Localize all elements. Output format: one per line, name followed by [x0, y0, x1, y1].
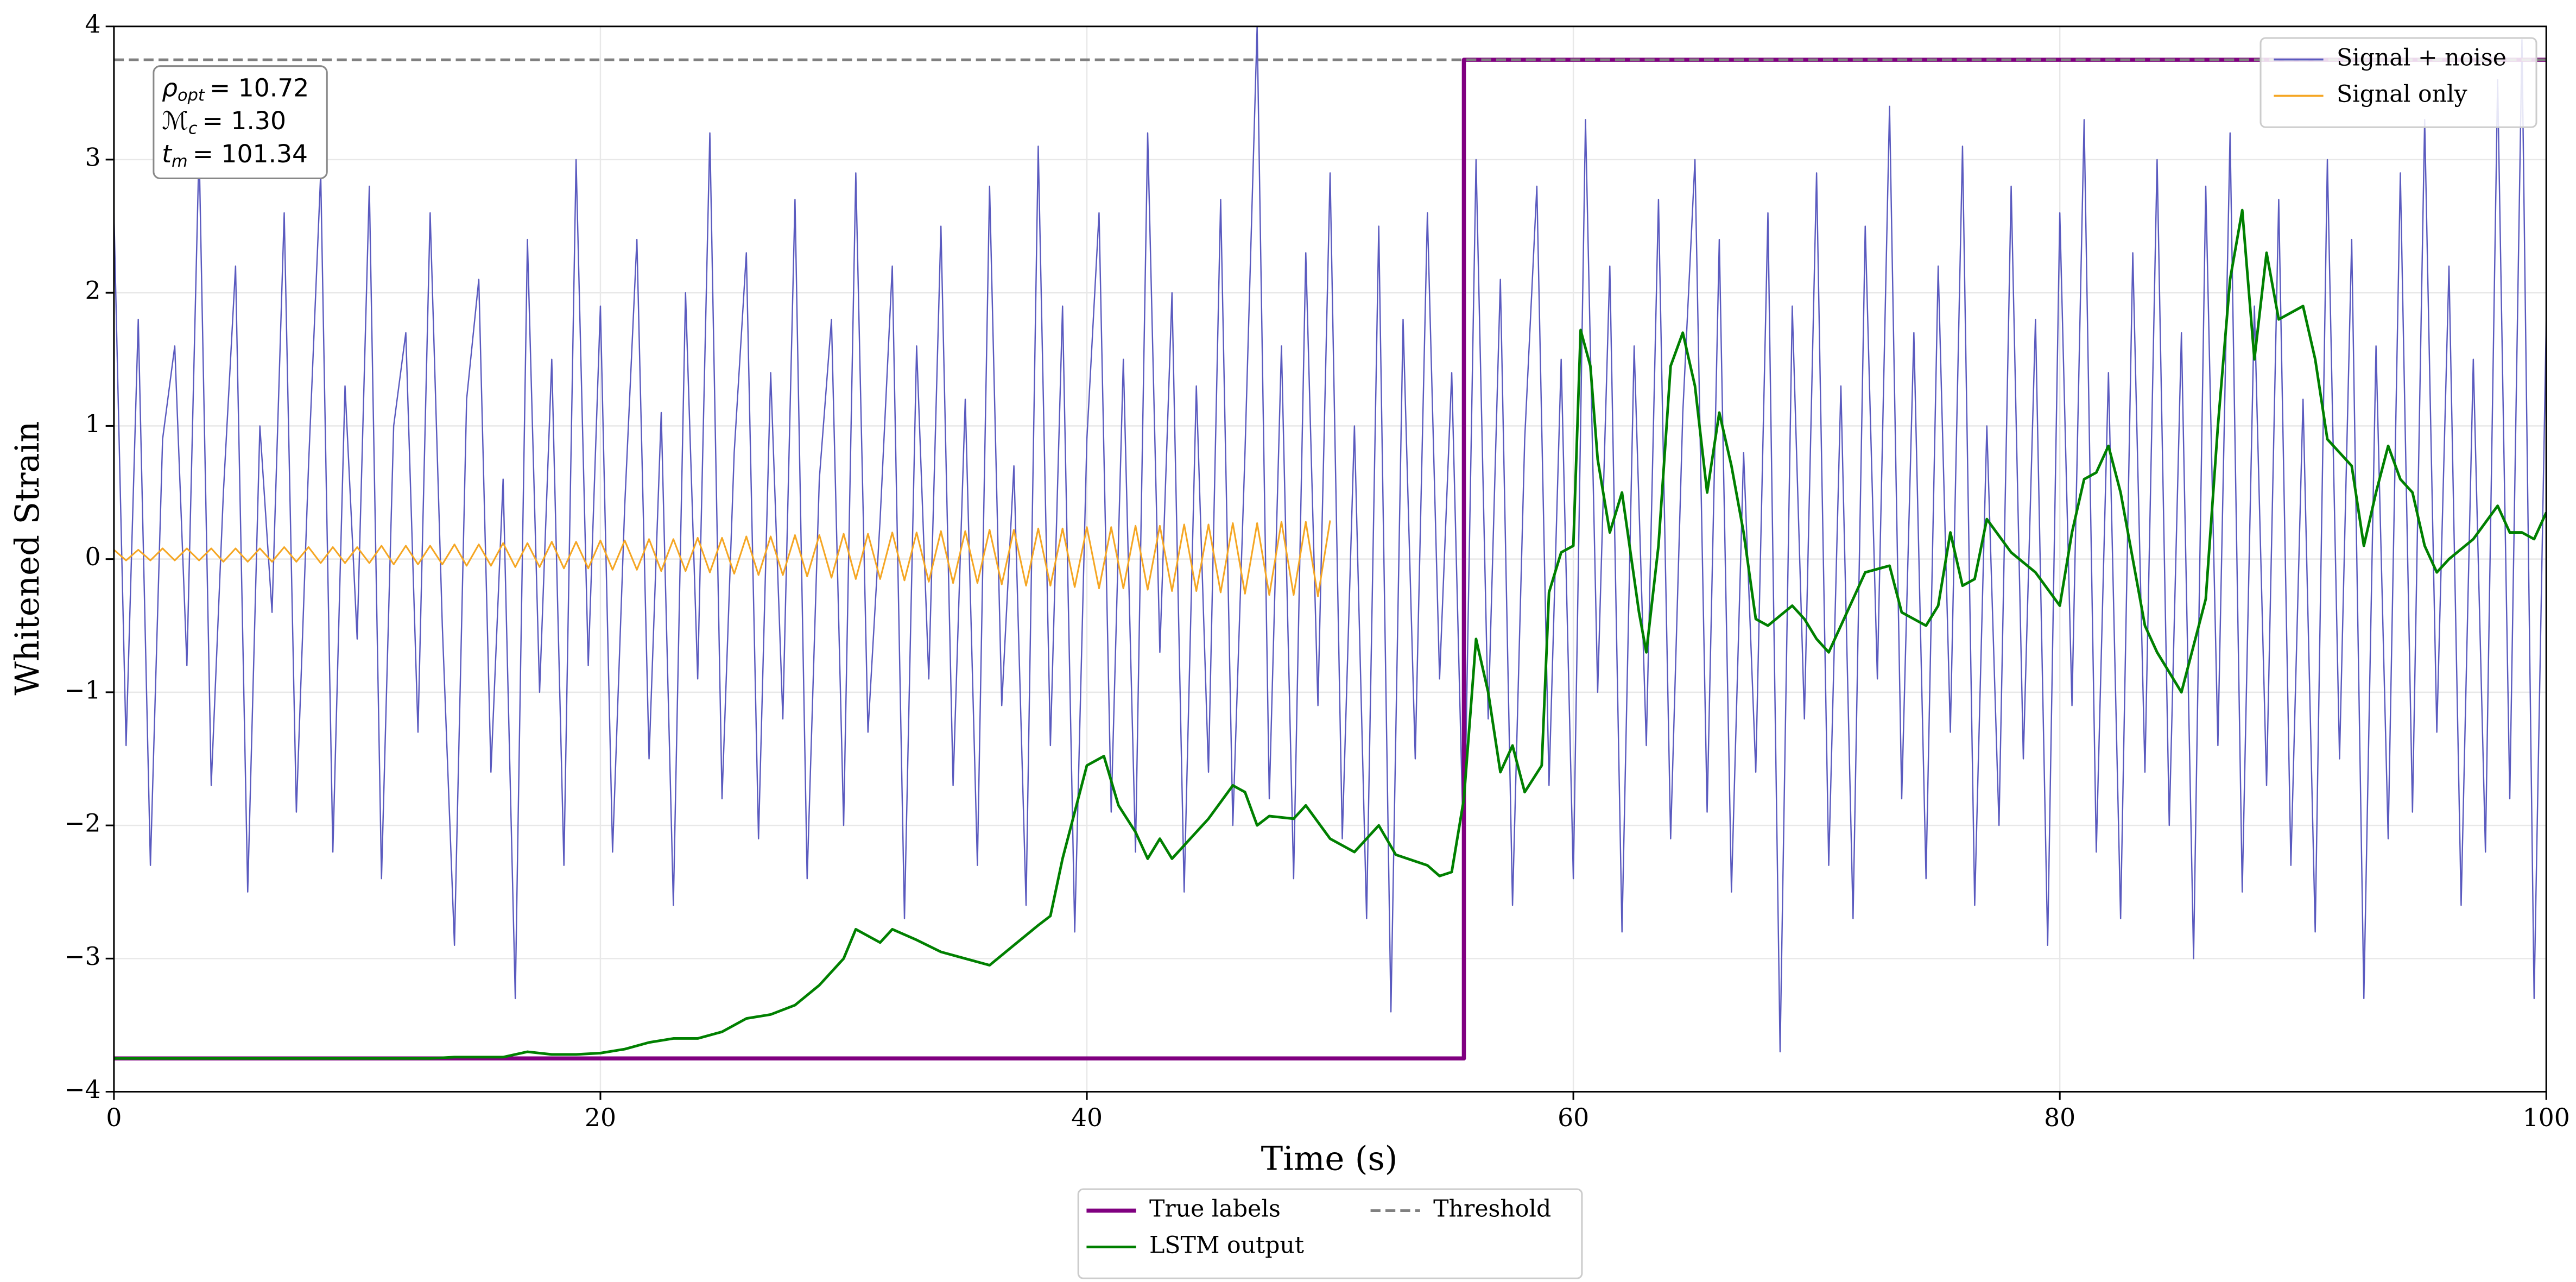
- series-line: [113, 26, 2547, 1053]
- annotation-value: = 101.34: [193, 139, 308, 168]
- annotation-symbol: t: [162, 139, 173, 168]
- annotation: ℳc = 1.30: [162, 106, 286, 138]
- legend-label: LSTM output: [1149, 1232, 1304, 1259]
- annotation-box: [153, 65, 328, 180]
- series-line: [113, 520, 1331, 597]
- legend-label: Threshold: [1433, 1196, 1551, 1223]
- legend-box: [1077, 1188, 1583, 1279]
- legend-label: True labels: [1149, 1196, 1281, 1223]
- y-axis-label: Whitened Strain: [9, 421, 47, 696]
- y-tick-label: 2: [85, 276, 101, 305]
- annotation-symbol: ρ: [162, 73, 178, 102]
- x-axis-label: Time (s): [1261, 1140, 1398, 1178]
- y-tick-label: 3: [85, 143, 101, 172]
- legend-box: [2259, 37, 2537, 128]
- x-tick-label: 40: [1071, 1103, 1103, 1132]
- annotation-value: = 10.72: [210, 73, 309, 102]
- annotation: tm = 101.34: [162, 139, 308, 170]
- y-tick-label: 4: [85, 10, 101, 39]
- y-tick-label: −2: [64, 809, 100, 838]
- annotation-subscript: c: [188, 119, 198, 138]
- annotation: ρopt = 10.72: [162, 73, 309, 105]
- x-tick-label: 0: [106, 1103, 122, 1132]
- annotation-subscript: opt: [178, 86, 205, 105]
- annotation-subscript: m: [172, 152, 188, 171]
- annotation-value: = 1.30: [202, 106, 286, 135]
- legend-label: Signal only: [2337, 80, 2467, 108]
- y-tick-label: −4: [64, 1075, 100, 1104]
- legend-label: Signal + noise: [2337, 45, 2507, 72]
- y-tick-label: −3: [64, 942, 100, 971]
- y-tick-label: 0: [85, 542, 101, 571]
- plot-frame: [113, 26, 2547, 1093]
- series-line: [113, 209, 2547, 1060]
- y-tick-label: −1: [64, 675, 100, 704]
- x-tick-label: 80: [2044, 1103, 2075, 1132]
- x-tick-label: 20: [585, 1103, 616, 1132]
- y-tick-label: 1: [85, 409, 101, 438]
- annotation-symbol: ℳ: [162, 106, 188, 135]
- x-tick-label: 60: [1558, 1103, 1589, 1132]
- x-tick-label: 100: [2523, 1103, 2570, 1132]
